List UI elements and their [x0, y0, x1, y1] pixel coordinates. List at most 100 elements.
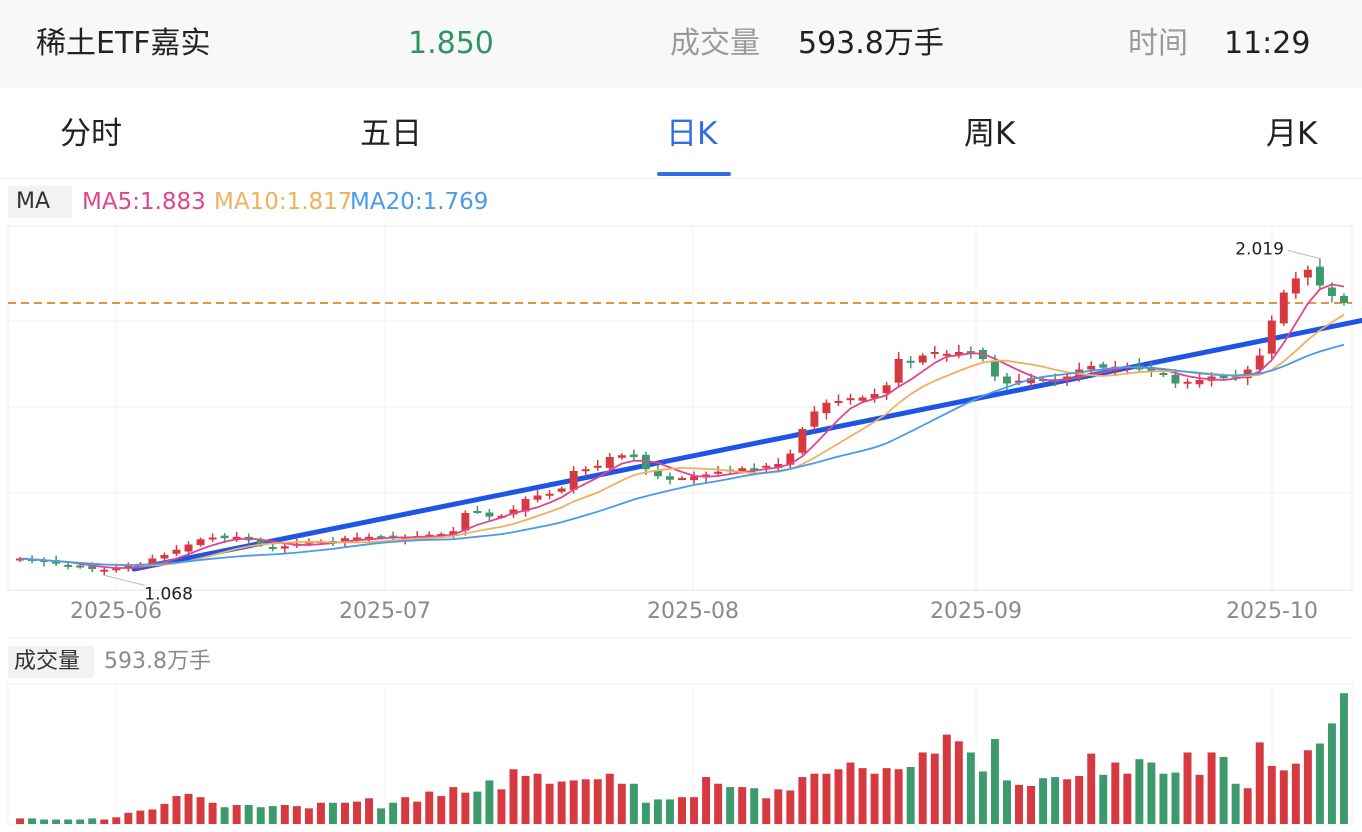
candle-body	[1219, 375, 1228, 379]
ma-indicator-selector[interactable]: MA	[8, 186, 72, 218]
volume-bar	[40, 819, 49, 824]
candle-body	[894, 359, 903, 383]
x-tick-label: 2025-06	[70, 599, 162, 624]
ma20-line	[19, 343, 1345, 566]
volume-bar	[28, 818, 37, 824]
x-tick-label: 2025-09	[930, 599, 1022, 624]
tab-intraday[interactable]: 分时	[60, 116, 122, 152]
candle-body	[1063, 376, 1072, 380]
candle-body	[509, 509, 518, 515]
volume-legend: 成交量 593.8万手	[0, 644, 1362, 680]
candle-body	[581, 469, 590, 472]
candle-body	[220, 535, 229, 539]
volume-bar	[702, 777, 711, 824]
volume-bar	[858, 768, 867, 824]
x-tick-label: 2025-08	[647, 599, 739, 624]
candle-body	[617, 455, 626, 458]
candle-body	[714, 471, 723, 474]
volume-indicator-selector[interactable]: 成交量	[8, 646, 94, 678]
ma10-value: MA10:1.817	[214, 189, 353, 215]
candle-body	[521, 499, 530, 512]
volume-bar	[124, 812, 133, 824]
volume-bar	[1340, 693, 1348, 824]
volume-bar	[629, 783, 638, 824]
volume-bar	[1303, 750, 1312, 824]
volume-bar	[52, 819, 61, 824]
time-value: 11:29	[1224, 26, 1311, 61]
candle-body	[954, 352, 963, 355]
candle-body	[834, 401, 843, 403]
candle-body	[184, 544, 193, 552]
price-panel-border	[7, 225, 1353, 591]
volume-bar	[1291, 763, 1300, 824]
volume-bar	[954, 741, 963, 824]
x-tick-label: 2025-10	[1226, 599, 1318, 624]
candle-body	[473, 511, 482, 514]
volume-bar	[208, 802, 217, 824]
candle-body	[100, 569, 109, 572]
volume-bar	[341, 802, 349, 824]
time-label: 时间	[1128, 26, 1188, 61]
volume-bar	[1171, 772, 1180, 824]
volume-bar	[1099, 774, 1108, 824]
quote-header: 稀土ETF嘉实 1.850 成交量 593.8万手 时间 11:29	[0, 0, 1362, 88]
ma5-line	[19, 283, 1345, 569]
volume-bar	[966, 752, 975, 824]
candle-body	[846, 398, 855, 401]
volume-bar	[328, 802, 337, 824]
volume-bar	[413, 801, 422, 824]
tab-daily-k[interactable]: 日K	[666, 116, 718, 152]
volume-bar	[473, 791, 482, 824]
candle-body	[1171, 374, 1180, 384]
volume-bar	[1123, 773, 1132, 824]
candle-body	[1087, 366, 1096, 370]
volume-bar	[196, 797, 205, 824]
volume-bar	[726, 787, 735, 824]
volume-bar	[906, 766, 915, 824]
volume-bar	[1003, 780, 1011, 824]
volume-bar	[834, 769, 843, 824]
candle-body	[232, 536, 241, 540]
candle-body	[738, 468, 747, 472]
candle-body	[1255, 355, 1264, 370]
volume-bar	[1279, 770, 1288, 824]
volume-bar	[1147, 762, 1156, 824]
volume-bar	[509, 769, 518, 824]
candle-body	[545, 493, 554, 496]
candle-body	[786, 453, 795, 465]
x-tick-label: 2025-07	[339, 599, 431, 624]
volume-bar	[88, 818, 97, 824]
ma-legend: MA MA5:1.883 MA10:1.817 MA20:1.769	[0, 184, 1362, 220]
fund-name: 稀土ETF嘉实	[36, 26, 211, 61]
tab-weekly-k[interactable]: 周K	[964, 116, 1016, 152]
candle-body	[148, 558, 157, 565]
volume-bar	[1111, 762, 1120, 824]
volume-bar	[316, 802, 325, 824]
volume-bar	[990, 739, 999, 824]
volume-bar	[1015, 784, 1023, 824]
tab-monthly-k[interactable]: 月K	[1266, 116, 1318, 152]
volume-bar	[1027, 785, 1036, 824]
x-axis-ticks: 2025-06 2025-07 2025-08 2025-09 2025-10	[70, 599, 1318, 624]
candle-body	[882, 385, 891, 394]
volume-bar	[160, 803, 169, 824]
candle-body	[930, 352, 939, 354]
candle-body	[990, 360, 999, 377]
candle-body	[665, 476, 674, 480]
volume-bars	[16, 693, 1348, 824]
candle-body	[377, 536, 386, 539]
candle-body	[678, 478, 686, 480]
volume-bar	[485, 780, 494, 824]
volume-bar	[810, 773, 819, 824]
volume-bar	[244, 804, 253, 824]
volume-bar	[64, 819, 73, 824]
candle-body	[906, 360, 915, 363]
volume-bar	[1243, 788, 1252, 824]
volume-bar	[533, 773, 542, 824]
candle-body	[304, 541, 313, 544]
volume-bar	[292, 806, 301, 824]
candle-body	[593, 465, 602, 468]
volume-bar	[184, 793, 193, 824]
tab-five-day[interactable]: 五日	[360, 116, 422, 152]
